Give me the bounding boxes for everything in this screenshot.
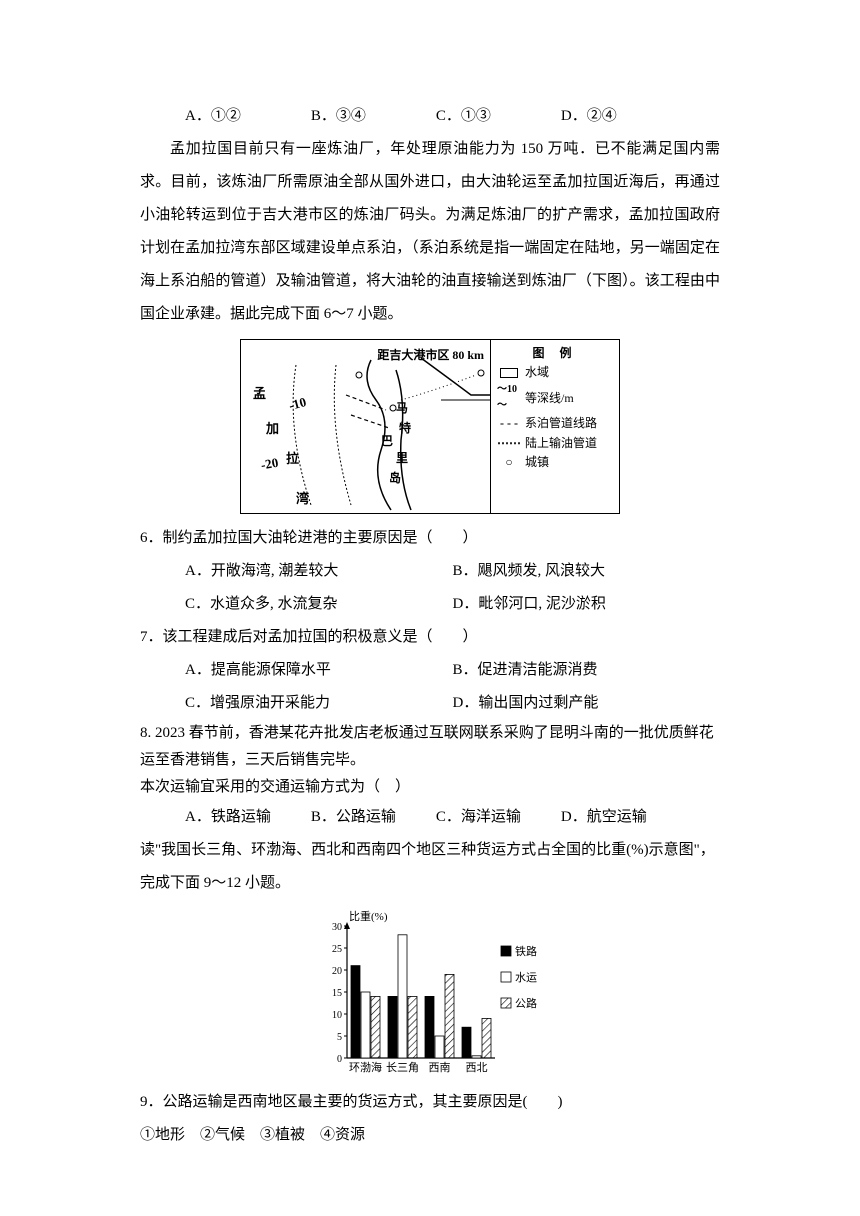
q7-c: C．增强原油开采能力 xyxy=(185,687,453,720)
q6-b: B．飓风频发, 风浪较大 xyxy=(453,555,721,588)
q5-opt-c: C．①③ xyxy=(436,100,491,133)
legend-town: ○ 城镇 xyxy=(497,453,613,472)
svg-text:5: 5 xyxy=(337,1032,342,1043)
isl-4: 岛 xyxy=(389,465,401,491)
legend-depth-sym: ～10～ xyxy=(497,382,521,414)
q5-opt-d: D．②④ xyxy=(561,100,617,133)
q8-options: A．铁路运输 B．公路运输 C．海洋运输 D．航空运输 xyxy=(140,801,720,834)
svg-text:10: 10 xyxy=(332,1010,342,1021)
legend-water-label: 水域 xyxy=(525,363,549,382)
map-area: 距吉大港市区 80 km -10 -20 孟 xyxy=(241,340,491,513)
q7-a: A．提高能源保障水平 xyxy=(185,654,453,687)
bar-chart: 0 5 10 15 20 25 30 比重(%) 环渤海长三角西南 西北 铁路水运公路 xyxy=(315,908,545,1078)
legend-land-label: 陆上输油管道 xyxy=(525,434,597,453)
sea-2: 拉 xyxy=(286,445,299,474)
svg-text:环渤海: 环渤海 xyxy=(349,1060,382,1074)
q6-c: C．水道众多, 水流复杂 xyxy=(185,588,453,621)
svg-text:30: 30 xyxy=(332,922,342,933)
q5-options: A．①② B．③④ C．①③ D．②④ xyxy=(140,100,720,133)
legend-dash-sym: - - - xyxy=(497,414,521,433)
legend-title: 图 例 xyxy=(497,344,613,363)
legend-moor-label: 系泊管道线路 xyxy=(525,414,597,433)
map-legend: 图 例 水域 ～10～ 等深线/m - - - 系泊管道线路 ⋯⋯ 陆上输油管道… xyxy=(491,340,619,513)
svg-text:水运: 水运 xyxy=(515,971,537,984)
svg-text:15: 15 xyxy=(332,988,342,999)
chart-wrap: 0 5 10 15 20 25 30 比重(%) 环渤海长三角西南 西北 铁路水运公路 xyxy=(140,908,720,1078)
sea-3: 湾 xyxy=(296,485,309,513)
svg-text:20: 20 xyxy=(332,966,342,977)
map-figure-wrap: 距吉大港市区 80 km -10 -20 孟 xyxy=(140,339,720,514)
passage-1: 孟加拉国目前只有一座炼油厂，年处理原油能力为 150 万吨．已不能满足国内需求。… xyxy=(140,133,720,331)
svg-text:25: 25 xyxy=(332,944,342,955)
q6-options: A．开敞海湾, 潮差较大 B．飓风频发, 风浪较大 C．水道众多, 水流复杂 D… xyxy=(140,555,720,621)
legend-land: ⋯⋯ 陆上输油管道 xyxy=(497,434,613,453)
q7-options: A．提高能源保障水平 B．促进清洁能源消费 C．增强原油开采能力 D．输出国内过… xyxy=(140,654,720,720)
legend-circle-sym: ○ xyxy=(497,453,521,472)
legend-dots-sym: ⋯⋯ xyxy=(497,434,521,453)
passage-2: 读"我国长三角、环渤海、西北和西南四个地区三种货运方式占全国的比重(%)示意图"… xyxy=(140,834,720,900)
q6-stem: 6．制约孟加拉国大油轮进港的主要原因是（ ） xyxy=(140,522,720,555)
svg-text:比重(%): 比重(%) xyxy=(349,909,388,923)
isl-2: 巴 xyxy=(381,428,393,454)
sea-1: 加 xyxy=(266,415,279,444)
q5-opt-a: A．①② xyxy=(185,100,241,133)
svg-text:公路: 公路 xyxy=(515,997,537,1010)
q9-factors: ①地形 ②气候 ③植被 ④资源 xyxy=(140,1119,720,1152)
q8-d: D．航空运输 xyxy=(561,801,647,834)
q7-b: B．促进清洁能源消费 xyxy=(453,654,721,687)
q6-d: D．毗邻河口, 泥沙淤积 xyxy=(453,588,721,621)
isl-1: 特 xyxy=(399,415,411,441)
legend-depth-label: 等深线/m xyxy=(525,389,574,408)
svg-text:西南: 西南 xyxy=(429,1061,451,1074)
legend-town-label: 城镇 xyxy=(525,453,549,472)
q9-stem: 9．公路运输是西南地区最主要的货运方式，其主要原因是( ) xyxy=(140,1086,720,1119)
svg-text:铁路: 铁路 xyxy=(515,945,537,958)
q8-stem1: 8. 2023 春节前，香港某花卉批发店老板通过互联网联系采购了昆明斗南的一批优… xyxy=(140,720,720,774)
q7-stem: 7．该工程建成后对孟加拉国的积极意义是（ ） xyxy=(140,621,720,654)
q8-a: A．铁路运输 xyxy=(185,801,271,834)
q8-b: B．公路运输 xyxy=(311,801,396,834)
q8-stem2: 本次运输宜采用的交通运输方式为（ ） xyxy=(140,774,720,801)
q6-a: A．开敞海湾, 潮差较大 xyxy=(185,555,453,588)
legend-depth: ～10～ 等深线/m xyxy=(497,382,613,414)
q5-opt-b: B．③④ xyxy=(311,100,366,133)
svg-text:长三角: 长三角 xyxy=(386,1061,419,1074)
map-figure: 距吉大港市区 80 km -10 -20 孟 xyxy=(240,339,620,514)
sea-0: 孟 xyxy=(253,380,266,409)
legend-box-icon xyxy=(497,368,521,378)
q8-c: C．海洋运输 xyxy=(436,801,521,834)
legend-moor: - - - 系泊管道线路 xyxy=(497,414,613,433)
legend-water: 水域 xyxy=(497,363,613,382)
svg-text:西北: 西北 xyxy=(466,1061,488,1074)
svg-text:0: 0 xyxy=(337,1054,342,1065)
q7-d: D．输出国内过剩产能 xyxy=(453,687,721,720)
